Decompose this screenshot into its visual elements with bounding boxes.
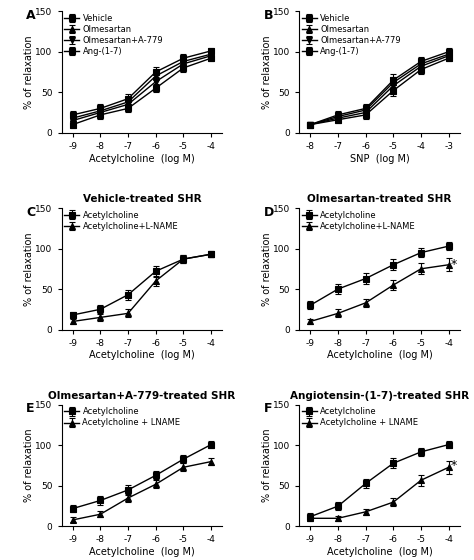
Text: A: A xyxy=(26,9,36,22)
Y-axis label: % of relaxation: % of relaxation xyxy=(262,232,272,306)
Legend: Vehicle, Olmesartan, Olmesartan+A-779, Ang-(1-7): Vehicle, Olmesartan, Olmesartan+A-779, A… xyxy=(301,13,401,57)
Text: D: D xyxy=(264,206,274,218)
Title: Angiotensin-(1-7)-treated SHR: Angiotensin-(1-7)-treated SHR xyxy=(290,391,469,402)
Y-axis label: % of relaxation: % of relaxation xyxy=(262,429,272,502)
Title: Olmesartan+A-779-treated SHR: Olmesartan+A-779-treated SHR xyxy=(48,391,236,402)
X-axis label: Acetylcholine  (log M): Acetylcholine (log M) xyxy=(327,547,432,557)
Y-axis label: % of relaxation: % of relaxation xyxy=(262,35,272,109)
X-axis label: Acetylcholine  (log M): Acetylcholine (log M) xyxy=(89,351,195,361)
Text: B: B xyxy=(264,9,273,22)
Text: E: E xyxy=(26,403,35,416)
Text: C: C xyxy=(26,206,36,218)
Y-axis label: % of relaxation: % of relaxation xyxy=(24,35,34,109)
X-axis label: SNP  (log M): SNP (log M) xyxy=(350,153,410,164)
Text: F: F xyxy=(264,403,273,416)
Title: Vehicle-treated SHR: Vehicle-treated SHR xyxy=(82,194,201,204)
Legend: Vehicle, Olmesartan, Olmesartan+A-779, Ang-(1-7): Vehicle, Olmesartan, Olmesartan+A-779, A… xyxy=(64,13,164,57)
X-axis label: Acetylcholine  (log M): Acetylcholine (log M) xyxy=(89,547,195,557)
Y-axis label: % of relaxation: % of relaxation xyxy=(24,429,34,502)
Text: *: * xyxy=(451,258,457,271)
Legend: Acetylcholine, Acetylcholine+L-NAME: Acetylcholine, Acetylcholine+L-NAME xyxy=(64,209,179,231)
Title: Olmesartan-treated SHR: Olmesartan-treated SHR xyxy=(307,194,452,204)
Legend: Acetylcholine, Acetylcholine + LNAME: Acetylcholine, Acetylcholine + LNAME xyxy=(64,407,181,428)
Y-axis label: % of relaxation: % of relaxation xyxy=(24,232,34,306)
Legend: Acetylcholine, Acetylcholine + LNAME: Acetylcholine, Acetylcholine + LNAME xyxy=(301,407,419,428)
X-axis label: Acetylcholine  (log M): Acetylcholine (log M) xyxy=(89,153,195,164)
X-axis label: Acetylcholine  (log M): Acetylcholine (log M) xyxy=(327,351,432,361)
Text: *: * xyxy=(451,459,457,472)
Legend: Acetylcholine, Acetylcholine+L-NAME: Acetylcholine, Acetylcholine+L-NAME xyxy=(301,209,417,231)
